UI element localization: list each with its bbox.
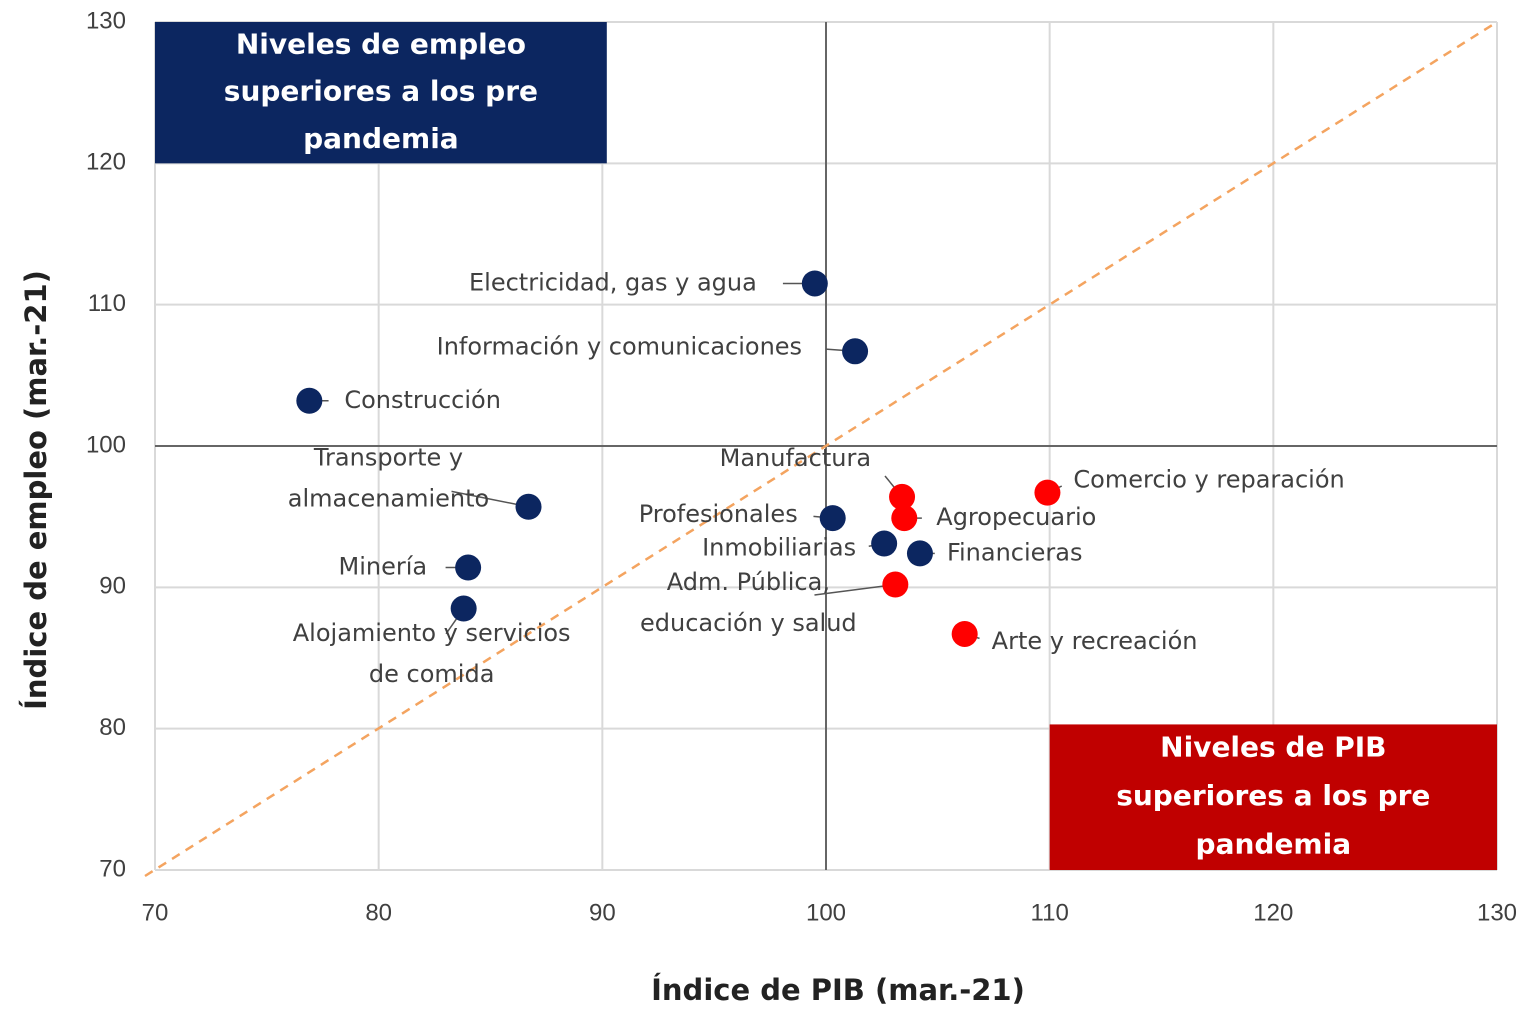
y-tick-label: 100 — [86, 431, 126, 458]
point — [951, 620, 978, 647]
point — [515, 493, 542, 520]
point-label: Adm. Pública, — [667, 568, 830, 596]
point-label: Profesionales — [639, 500, 798, 528]
y-tick-label: 80 — [99, 714, 126, 741]
point-label: Electricidad, gas y agua — [469, 268, 757, 296]
y-tick-label: 120 — [86, 149, 126, 176]
point-label: Comercio y reparación — [1073, 466, 1344, 494]
x-tick-label: 80 — [365, 899, 392, 926]
point-label: Información y comunicaciones — [437, 332, 802, 360]
point — [455, 554, 482, 581]
y-tick-label: 90 — [99, 573, 126, 600]
y-tick-label: 130 — [86, 7, 126, 34]
point — [801, 270, 828, 297]
diagonal-line — [144, 20, 1498, 878]
leader-line — [814, 583, 896, 596]
leader-line — [451, 490, 529, 508]
x-axis-title: Índice de PIB (mar.-21) — [651, 973, 1025, 1007]
point-label: educación y salud — [640, 609, 857, 637]
point — [871, 530, 898, 557]
x-tick-label: 90 — [589, 899, 616, 926]
point-label: de comida — [369, 660, 495, 688]
point — [882, 571, 909, 598]
y-tick-label: 110 — [88, 290, 126, 317]
point-label: Agropecuario — [936, 503, 1096, 531]
point-label: Transporte y — [313, 443, 463, 471]
annotation-text: superiores a los pre — [224, 75, 538, 108]
annotation-text: superiores a los pre — [1116, 779, 1430, 812]
y-axis-title: Índice de empleo (mar.-21) — [19, 270, 53, 710]
point — [296, 387, 323, 414]
point-label: Financieras — [947, 538, 1083, 566]
y-tick-label: 70 — [99, 855, 126, 882]
x-tick-label: 120 — [1253, 899, 1293, 926]
point-label: Arte y recreación — [992, 627, 1198, 655]
x-tick-label: 130 — [1477, 899, 1517, 926]
point — [1034, 479, 1061, 506]
point — [906, 540, 933, 567]
annotation-box — [155, 22, 607, 164]
point — [842, 338, 869, 365]
x-tick-label: 110 — [1031, 899, 1069, 926]
point-label: Manufactura — [720, 444, 871, 472]
point — [450, 595, 477, 622]
point-label: Alojamiento y servicios — [293, 619, 571, 647]
annotation-text: pandemia — [303, 122, 459, 155]
annotation-box — [1049, 724, 1497, 870]
annotation-text: Niveles de PIB — [1160, 731, 1386, 764]
x-tick-label: 100 — [806, 899, 846, 926]
point-label: Construcción — [344, 386, 501, 414]
x-tick-label: 70 — [142, 899, 169, 926]
annotation-text: pandemia — [1196, 828, 1352, 861]
point — [819, 505, 846, 532]
point — [889, 483, 916, 510]
annotation-text: Niveles de empleo — [236, 28, 526, 61]
point-label: Inmobiliarias — [702, 534, 856, 562]
point-label: Minería — [339, 553, 428, 581]
point-label: almacenamiento — [288, 484, 489, 512]
point — [891, 505, 918, 532]
